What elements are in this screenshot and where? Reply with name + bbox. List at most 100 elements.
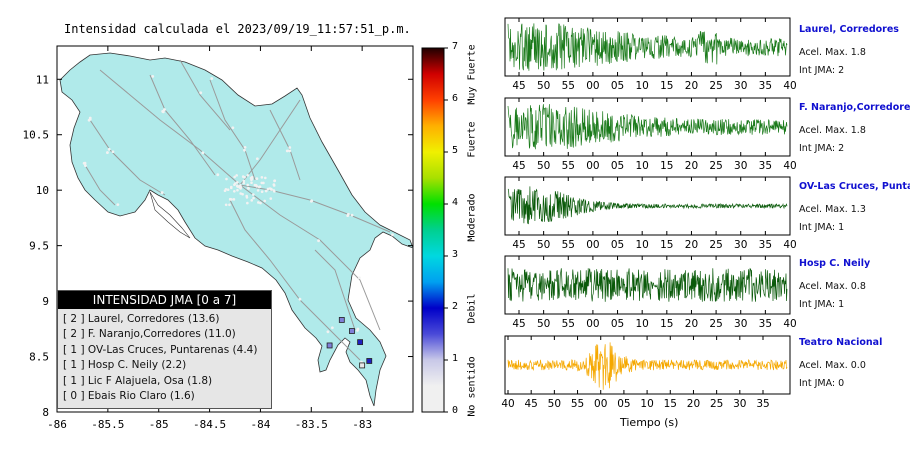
legend-item: [ 0 ] Ebais Rio Claro (1.6) — [63, 390, 195, 403]
town-dot — [201, 151, 205, 155]
colorbar-category: Debil — [466, 292, 478, 324]
town-dot — [258, 185, 262, 188]
town-dot — [246, 201, 249, 205]
seismogram-trace — [507, 23, 788, 71]
town-dot — [246, 183, 249, 187]
time-tick-label: 35 — [759, 239, 772, 251]
time-tick-label: 00 — [594, 398, 607, 410]
town-dot — [245, 196, 249, 199]
town-dot — [330, 326, 334, 330]
time-tick-label: 40 — [783, 80, 796, 92]
time-tick-label: 35 — [759, 160, 772, 172]
road — [314, 249, 356, 331]
y-tick-label: 11 — [36, 73, 49, 86]
town-dot — [230, 198, 233, 201]
gulf-of-nicoya — [149, 191, 191, 239]
town-dot — [255, 185, 259, 188]
station-marker — [338, 317, 345, 323]
town-dot — [263, 199, 267, 203]
station-marker — [349, 328, 355, 334]
colorbar-category: Fuerte — [466, 120, 478, 158]
time-tick-label: 00 — [586, 318, 599, 330]
time-tick-label: 45 — [512, 318, 525, 330]
colorbar-tick-label: 3 — [452, 249, 459, 260]
time-tick-label: 30 — [734, 80, 747, 92]
road — [229, 199, 361, 361]
road — [239, 184, 391, 233]
station-accel: Acel. Max. 1.8 — [799, 125, 866, 136]
station-int: Int JMA: 2 — [799, 65, 845, 76]
time-tick-label: 40 — [501, 398, 514, 410]
time-tick-label: 55 — [562, 80, 575, 92]
town-dot — [357, 276, 361, 280]
seismogram-trace — [507, 267, 788, 302]
time-tick-label: 30 — [734, 318, 747, 330]
town-dot — [346, 214, 350, 218]
intensity-legend: INTENSIDAD JMA [0 a 7] [ 2 ] Laurel, Cor… — [57, 290, 272, 409]
time-tick-label: 55 — [562, 160, 575, 172]
colorbar-tick-label: 0 — [452, 405, 459, 416]
town-dot — [216, 173, 220, 177]
colorbar-tick-label: 7 — [452, 41, 459, 52]
town-dot — [163, 108, 166, 111]
legend-item: [ 1 ] Hosp C. Neily (2.2) — [63, 359, 187, 372]
town-dot — [111, 150, 115, 154]
y-tick-label: 10.5 — [23, 129, 50, 142]
x-tick-label: -84.5 — [193, 418, 226, 431]
station-name: F. Naranjo,Corredores — [799, 102, 910, 113]
legend-list: [ 2 ] Laurel, Corredores (13.6) [ 2 ] F.… — [58, 309, 271, 404]
town-dot — [259, 201, 262, 205]
town-dot — [116, 203, 120, 206]
time-tick-label: 30 — [734, 239, 747, 251]
town-dot — [246, 173, 250, 177]
town-dot — [252, 193, 255, 196]
colorbar-tick-label: 2 — [452, 301, 459, 312]
time-tick-label: 05 — [617, 398, 630, 410]
station-name: OV-Las Cruces, Puntar — [799, 181, 910, 192]
town-dot — [233, 190, 236, 193]
station-marker — [326, 342, 333, 349]
colorbar-bar — [421, 47, 445, 413]
town-dot — [310, 199, 314, 203]
town-dot — [235, 181, 239, 184]
time-tick-label: 25 — [710, 398, 723, 410]
colorbar-category: Moderado — [466, 192, 478, 242]
town-dot — [257, 201, 260, 204]
time-tick-label: 10 — [640, 398, 653, 410]
town-dot — [210, 77, 214, 80]
time-tick-label: 25 — [709, 318, 722, 330]
colorbar-tick-label: 6 — [452, 93, 459, 104]
station-marker — [357, 339, 364, 346]
town-dot — [272, 183, 276, 186]
time-tick-label: 20 — [685, 80, 698, 92]
time-tick-label: 55 — [571, 398, 584, 410]
town-dot — [250, 181, 253, 185]
legend-item: [ 2 ] F. Naranjo,Corredores (11.0) — [63, 328, 236, 341]
seismogram-trace — [507, 104, 788, 150]
colorbar-category: Muy Fuerte — [466, 43, 478, 105]
station-accel: Acel. Max. 0.8 — [799, 281, 866, 292]
road — [239, 99, 301, 186]
town-dot — [242, 181, 246, 185]
time-tick-label: 30 — [733, 398, 746, 410]
colorbar-tick-label: 4 — [452, 197, 459, 208]
intensity-colorbar — [421, 47, 448, 413]
town-dot — [160, 191, 164, 194]
town-dot — [285, 149, 289, 153]
time-tick-label: 10 — [635, 318, 648, 330]
time-tick-label: 20 — [685, 160, 698, 172]
time-tick-label: 15 — [660, 80, 673, 92]
town-dot — [391, 233, 394, 237]
town-dot — [231, 126, 235, 130]
legend-item: [ 1 ] OV-Las Cruces, Puntarenas (4.4) — [63, 343, 258, 356]
seismogram-panels: 45 50 55 00 05 10 15 20 25 30 35 40 45 50 55 00 05 10 15 20… — [501, 17, 797, 410]
legend-item: [ 1 ] Lic F Alajuela, Osa (1.8) — [63, 374, 213, 387]
time-tick-label: 30 — [734, 160, 747, 172]
station-int: Int JMA: 1 — [799, 299, 845, 310]
time-tick-label: 10 — [635, 160, 648, 172]
time-tick-label: 40 — [783, 318, 796, 330]
time-tick-label: 35 — [759, 318, 772, 330]
town-dot — [233, 182, 237, 185]
time-tick-label: 50 — [537, 318, 550, 330]
road — [149, 74, 216, 176]
